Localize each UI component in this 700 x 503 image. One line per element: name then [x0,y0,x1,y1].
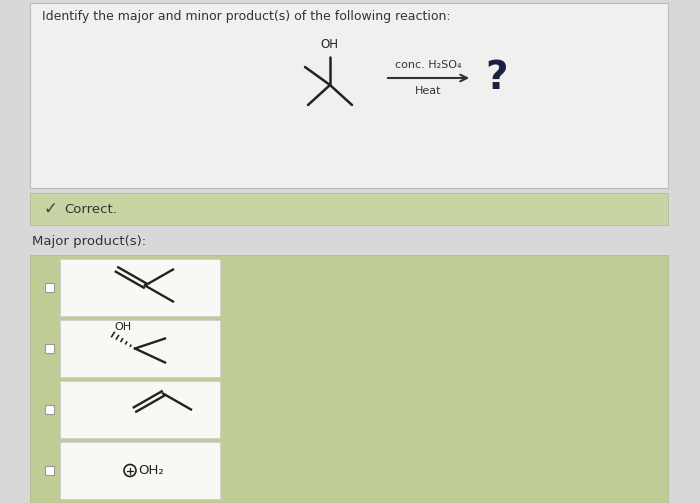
FancyBboxPatch shape [60,259,220,316]
FancyBboxPatch shape [60,381,220,438]
Text: ?: ? [485,59,508,97]
FancyBboxPatch shape [45,405,54,414]
FancyBboxPatch shape [60,320,220,377]
Text: Correct.: Correct. [64,203,117,215]
Text: Major product(s):: Major product(s): [32,235,146,248]
Text: OH: OH [114,322,132,332]
FancyBboxPatch shape [45,283,54,292]
Text: conc. H₂SO₄: conc. H₂SO₄ [395,60,462,70]
Text: OH₂: OH₂ [138,464,164,477]
Text: ✓: ✓ [43,200,57,218]
Text: Identify the major and minor product(s) of the following reaction:: Identify the major and minor product(s) … [42,10,451,23]
FancyBboxPatch shape [30,193,668,225]
FancyBboxPatch shape [45,344,54,353]
FancyBboxPatch shape [45,466,54,475]
Text: Heat: Heat [415,86,442,96]
FancyBboxPatch shape [30,3,668,188]
Text: OH: OH [320,38,338,51]
FancyBboxPatch shape [30,255,668,503]
FancyBboxPatch shape [60,442,220,499]
